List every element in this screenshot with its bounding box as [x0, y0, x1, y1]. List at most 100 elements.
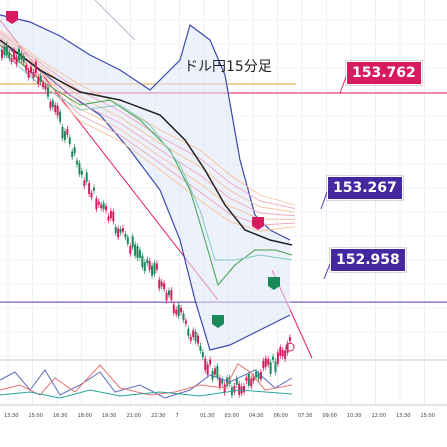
candle-body — [206, 364, 209, 375]
x-tick-label: 22:30 — [151, 413, 166, 419]
candle-body — [5, 44, 8, 56]
oscillator-line-blue — [0, 369, 293, 399]
short-ma-line — [0, 44, 293, 287]
candle-body — [228, 377, 231, 385]
candle-body — [71, 151, 74, 157]
candle-body — [288, 337, 291, 342]
candle-body — [122, 228, 124, 232]
candle-body — [25, 65, 28, 71]
candle-body — [281, 350, 284, 357]
x-tick-label: 13:30 — [4, 413, 19, 419]
candle-body — [269, 362, 272, 374]
candle-body — [22, 55, 25, 63]
candle-body — [158, 279, 161, 289]
candle-body — [192, 330, 195, 337]
candle-body — [148, 260, 151, 270]
candle-body — [102, 203, 105, 210]
candle-body — [153, 263, 156, 275]
candle-body — [276, 352, 279, 364]
candle-body — [15, 56, 18, 65]
candle-body — [155, 263, 158, 270]
x-tick-label: 19:30 — [102, 413, 117, 419]
candle-body — [235, 378, 238, 385]
tag-leader-resistance — [339, 76, 347, 94]
oscillator-line-teal — [0, 389, 293, 399]
candle-body — [274, 361, 277, 373]
candle-body — [42, 82, 45, 87]
candle-body — [80, 170, 83, 176]
candle-body — [223, 384, 226, 393]
candle-body — [221, 379, 224, 384]
candle-body — [49, 101, 52, 108]
signal-marker-buy — [212, 315, 224, 328]
moving-average-ribbon — [0, 44, 296, 232]
candle-body — [197, 335, 200, 344]
candle-body — [17, 48, 20, 61]
candle-body — [97, 201, 100, 205]
oscillator-line-red — [0, 363, 293, 396]
candle-body — [73, 147, 76, 154]
candle-body — [160, 281, 163, 287]
candle-body — [267, 358, 270, 365]
candle-body — [39, 75, 42, 83]
candle-body — [250, 378, 253, 387]
candle-body — [10, 58, 13, 62]
moving-average-ribbon — [0, 34, 296, 213]
candle-body — [143, 262, 146, 272]
price-tag-lower-support: 152.958 — [330, 248, 406, 272]
candle-body — [199, 345, 202, 351]
teal-ma-line — [0, 49, 293, 261]
candle-body — [141, 255, 144, 268]
candle-body — [95, 198, 98, 210]
candle-body — [247, 373, 250, 386]
candle-body — [32, 72, 35, 79]
candle-body — [126, 237, 129, 244]
candle-body — [233, 385, 236, 393]
candle-body — [34, 61, 37, 73]
candle-body — [194, 331, 197, 342]
candle-body — [78, 163, 81, 174]
candle-body — [245, 377, 248, 381]
bollinger-upper — [0, 14, 291, 241]
candle-body — [112, 211, 115, 222]
candle-body — [146, 259, 149, 264]
candle-body — [85, 172, 88, 182]
candle-body — [255, 371, 258, 378]
moving-average-ribbon — [0, 39, 296, 220]
price-tag-upper-support-value: 153.267 — [333, 180, 397, 196]
candle-body — [20, 52, 23, 60]
moving-average-ribbon — [0, 36, 296, 217]
candle-body — [167, 290, 170, 296]
candle-body — [44, 85, 47, 90]
candle-body — [83, 180, 86, 186]
candle-body — [151, 265, 154, 276]
candle-body — [134, 244, 137, 256]
candle-body — [8, 52, 11, 59]
x-tick-label: 13:30 — [396, 413, 411, 419]
tag-leader-upper-support — [320, 191, 328, 210]
candle-body — [131, 236, 134, 248]
candle-body — [56, 105, 59, 116]
candle-body — [175, 309, 178, 315]
sma-line — [0, 39, 293, 246]
candle-body — [170, 290, 173, 300]
x-tick-label: 12:00 — [371, 413, 386, 419]
price-tag-resistance-value: 153.762 — [352, 65, 416, 81]
candle-body — [119, 228, 122, 233]
tag-leader-lower-support — [323, 263, 331, 280]
x-tick-label: 07:30 — [298, 413, 313, 419]
candle-body — [1, 49, 3, 58]
candle-body — [76, 160, 79, 165]
candle-body — [90, 193, 93, 198]
candle-body — [216, 366, 219, 378]
candle-body — [27, 70, 30, 78]
candle-body — [13, 50, 16, 60]
signal-marker-buy — [268, 277, 280, 290]
moving-average-ribbon — [0, 32, 296, 210]
candle-body — [129, 246, 132, 254]
price-tag-upper-support: 153.267 — [327, 176, 403, 200]
candle-body — [109, 210, 112, 219]
candle-body — [30, 67, 33, 73]
signal-marker-sell — [6, 11, 18, 24]
candle-body — [264, 358, 267, 367]
